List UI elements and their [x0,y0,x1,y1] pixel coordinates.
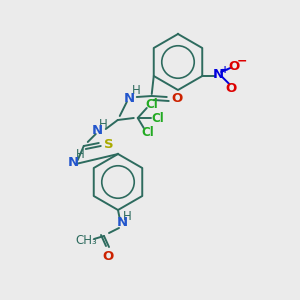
Text: Cl: Cl [152,112,164,124]
Text: H: H [131,85,140,98]
Text: +: + [221,65,229,75]
Text: N: N [213,68,224,82]
Text: O: O [226,82,237,94]
Text: O: O [102,250,114,262]
Text: H: H [75,148,84,160]
Text: N: N [116,217,128,230]
Text: CH₃: CH₃ [75,233,97,247]
Text: O: O [229,59,240,73]
Text: S: S [104,137,114,151]
Text: N: N [92,124,103,136]
Text: N: N [68,155,79,169]
Text: Cl: Cl [141,125,154,139]
Text: H: H [98,118,107,130]
Text: N: N [124,92,135,104]
Text: −: − [237,55,247,68]
Text: H: H [123,209,131,223]
Text: Cl: Cl [146,98,158,110]
Text: O: O [171,92,182,104]
